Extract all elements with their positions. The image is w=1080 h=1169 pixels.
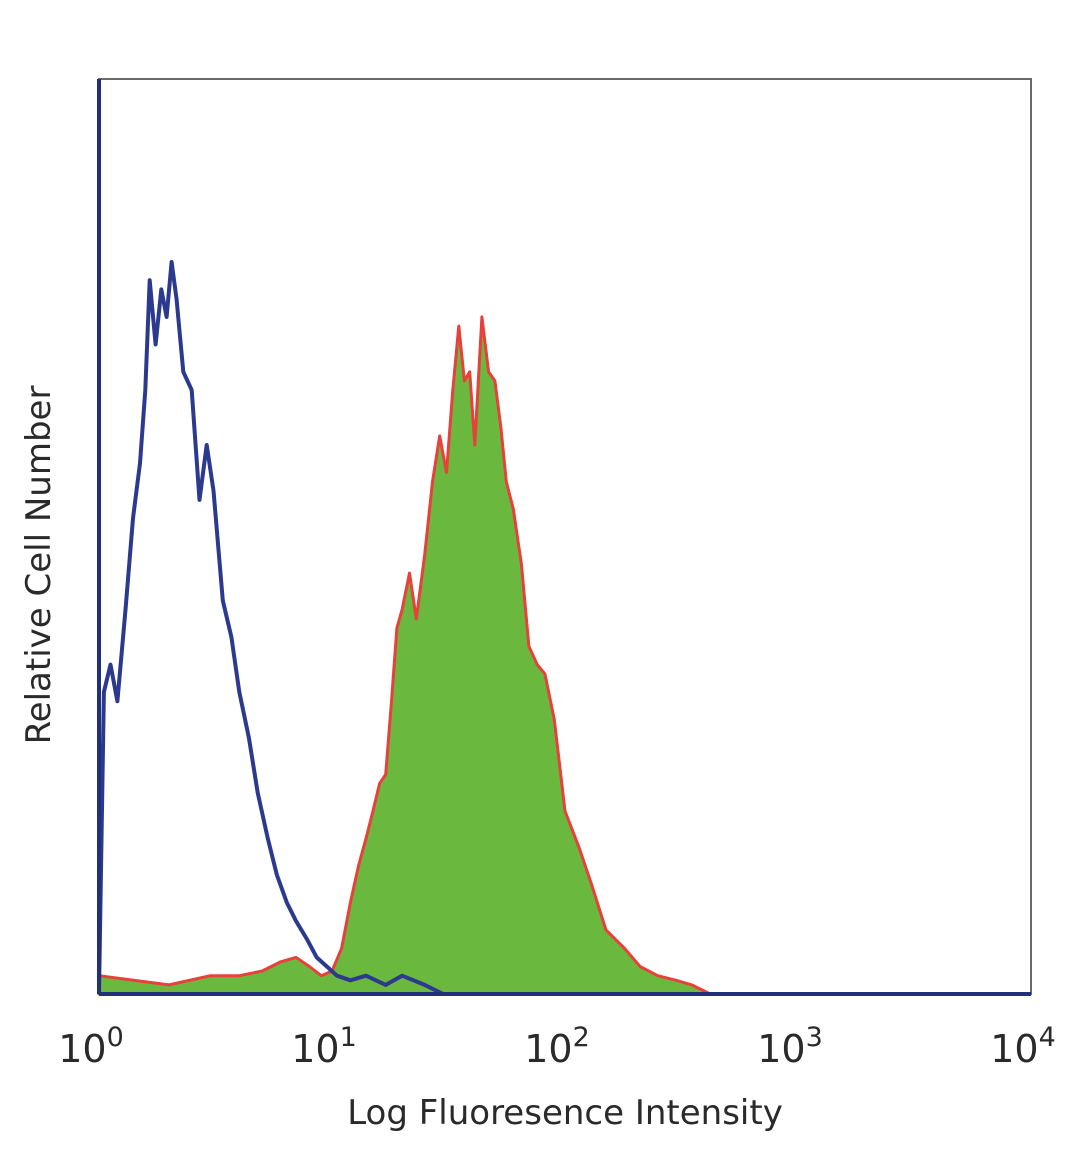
- x-tick-label-3: 103: [757, 1022, 823, 1071]
- y-axis-title: Relative Cell Number: [19, 386, 59, 745]
- series-1-filled-histogram: [97, 315, 712, 996]
- x-tick-label-0: 100: [58, 1022, 124, 1071]
- x-axis-title: Log Fluoresence Intensity: [347, 1093, 783, 1133]
- x-tick-label-4: 104: [990, 1022, 1056, 1071]
- x-tick-label-2: 102: [524, 1022, 590, 1071]
- series-layer: [97, 260, 712, 996]
- x-tick-labels: 100 101 102 103 104: [58, 1022, 1056, 1071]
- series-0-outline-histogram: [97, 260, 445, 996]
- x-tick-label-1: 101: [291, 1022, 357, 1071]
